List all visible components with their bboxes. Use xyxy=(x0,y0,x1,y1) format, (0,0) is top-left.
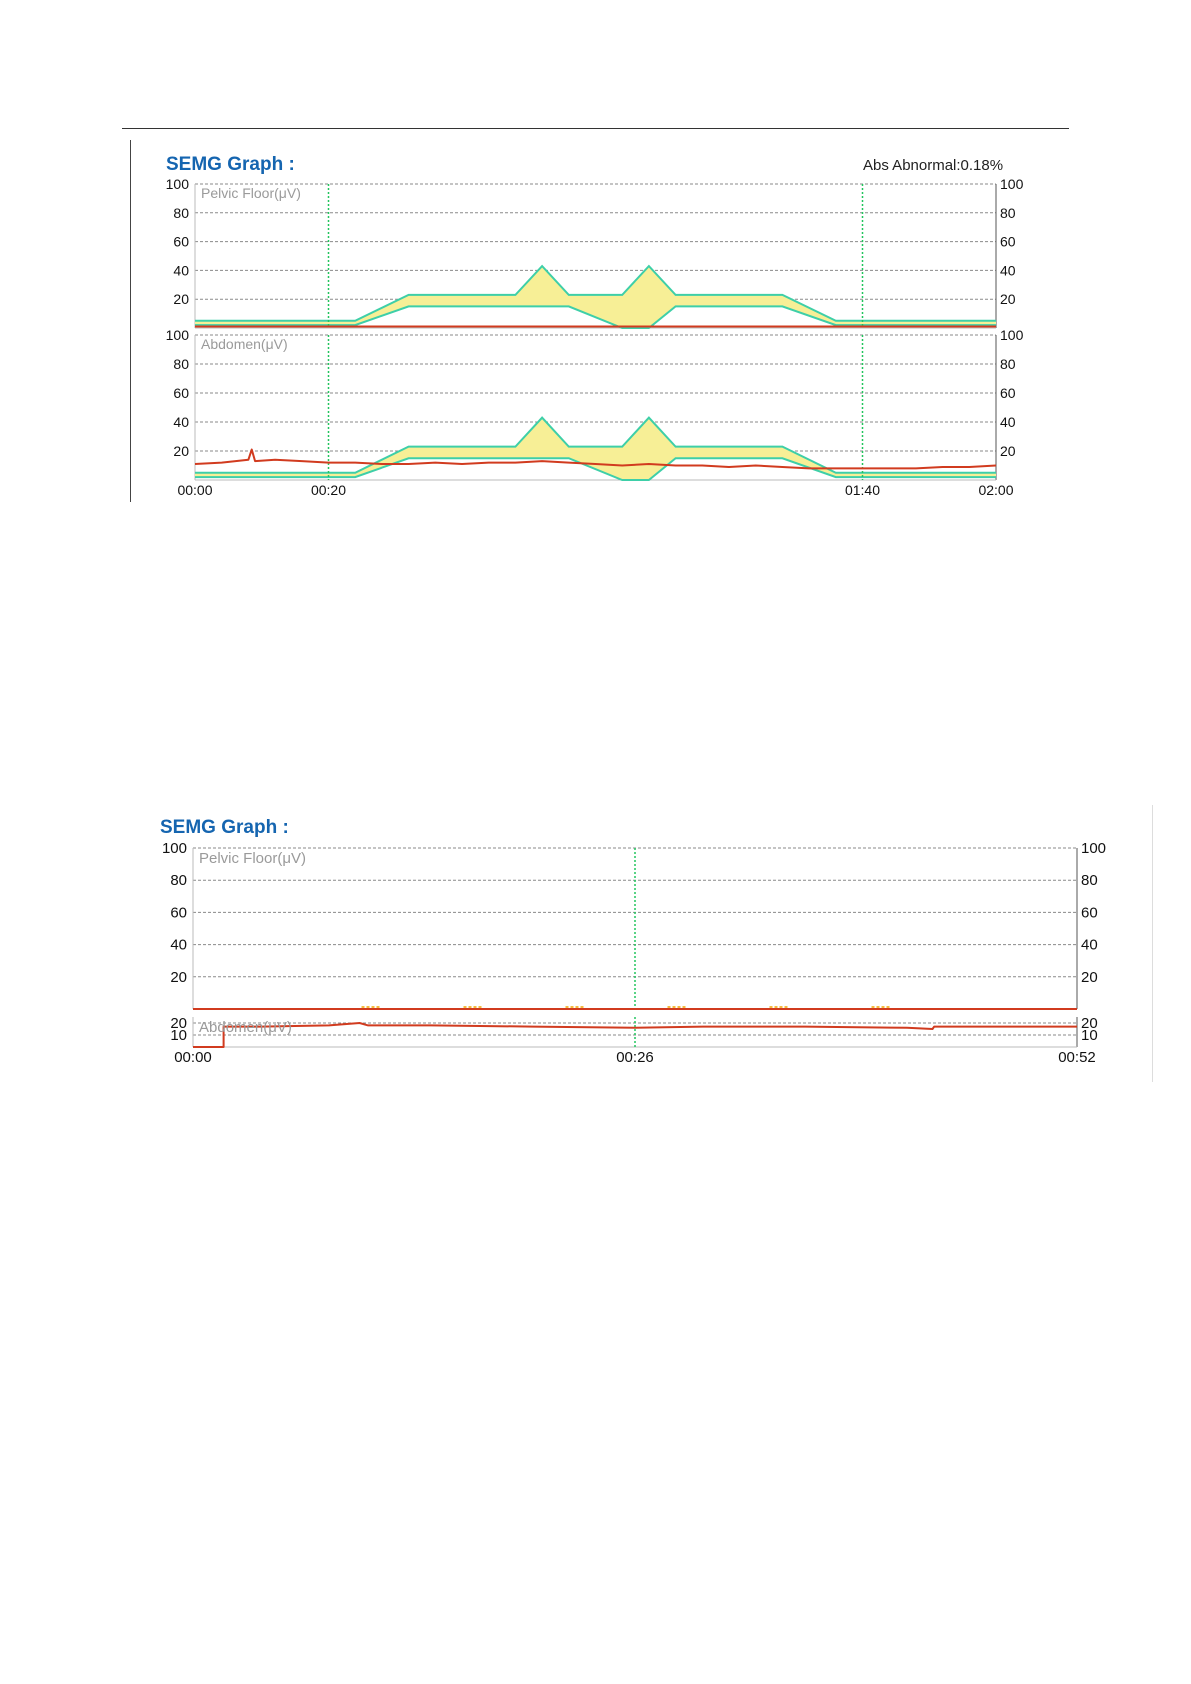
x-tick-label: 00:26 xyxy=(616,1049,654,1066)
y-tick-right: 40 xyxy=(1000,414,1016,430)
y-tick-right: 10 xyxy=(1081,1027,1098,1044)
y-tick-left: 100 xyxy=(166,327,190,343)
left-margin-rule xyxy=(130,140,131,502)
y-tick-right: 20 xyxy=(1000,443,1016,459)
y-tick-right: 40 xyxy=(1000,262,1016,278)
y-tick-left: 60 xyxy=(173,234,189,250)
panel-label: Pelvic Floor(μV) xyxy=(199,850,306,867)
y-tick-right: 80 xyxy=(1000,356,1016,372)
chart-1-title: SEMG Graph : xyxy=(166,154,295,175)
y-tick-left: 60 xyxy=(170,904,187,921)
x-tick-label: 00:20 xyxy=(311,482,346,498)
right-margin-rule xyxy=(1152,805,1153,1082)
y-tick-left: 20 xyxy=(173,443,189,459)
y-tick-left: 20 xyxy=(170,969,187,986)
y-tick-left: 60 xyxy=(173,385,189,401)
page-header-rule xyxy=(122,128,1069,129)
signal-line xyxy=(194,448,997,470)
x-tick-label: 00:52 xyxy=(1058,1049,1096,1066)
panel-label: Abdomen(μV) xyxy=(199,1019,292,1036)
abs-abnormal-label: Abs Abnormal:0.18% xyxy=(863,157,1004,174)
y-tick-left: 80 xyxy=(173,356,189,372)
y-tick-right: 20 xyxy=(1081,1015,1098,1032)
y-tick-left: 80 xyxy=(173,205,189,221)
y-tick-right: 100 xyxy=(1081,840,1106,857)
y-tick-right: 60 xyxy=(1000,234,1016,250)
template-band xyxy=(195,417,996,480)
y-tick-left: 20 xyxy=(173,291,189,307)
y-tick-right: 20 xyxy=(1000,291,1016,307)
template-upper-line xyxy=(195,416,996,474)
template-upper-line xyxy=(195,264,996,322)
y-tick-left: 40 xyxy=(173,414,189,430)
y-tick-right: 40 xyxy=(1081,937,1098,954)
panel-label: Abdomen(μV) xyxy=(201,336,288,352)
template-band xyxy=(195,266,996,328)
chart-2-title: SEMG Graph : xyxy=(160,817,289,838)
x-tick-label: 02:00 xyxy=(978,482,1013,498)
y-tick-left: 80 xyxy=(170,872,187,889)
x-tick-label: 01:40 xyxy=(845,482,880,498)
y-tick-right: 100 xyxy=(1000,176,1024,192)
y-tick-right: 60 xyxy=(1000,385,1016,401)
y-tick-left: 10 xyxy=(170,1027,187,1044)
panel-label: Pelvic Floor(μV) xyxy=(201,185,301,201)
y-tick-left: 100 xyxy=(162,840,187,857)
signal-line xyxy=(193,1022,1077,1048)
y-tick-left: 100 xyxy=(166,176,190,192)
y-tick-right: 80 xyxy=(1081,872,1098,889)
y-tick-left: 40 xyxy=(170,937,187,954)
y-tick-right: 100 xyxy=(1000,327,1024,343)
template-lower-line xyxy=(195,305,996,329)
y-tick-left: 20 xyxy=(170,1015,187,1032)
y-tick-left: 40 xyxy=(173,262,189,278)
y-tick-right: 80 xyxy=(1000,205,1016,221)
x-tick-label: 00:00 xyxy=(174,1049,212,1066)
y-tick-right: 60 xyxy=(1081,904,1098,921)
y-tick-right: 20 xyxy=(1081,969,1098,986)
x-tick-label: 00:00 xyxy=(177,482,212,498)
